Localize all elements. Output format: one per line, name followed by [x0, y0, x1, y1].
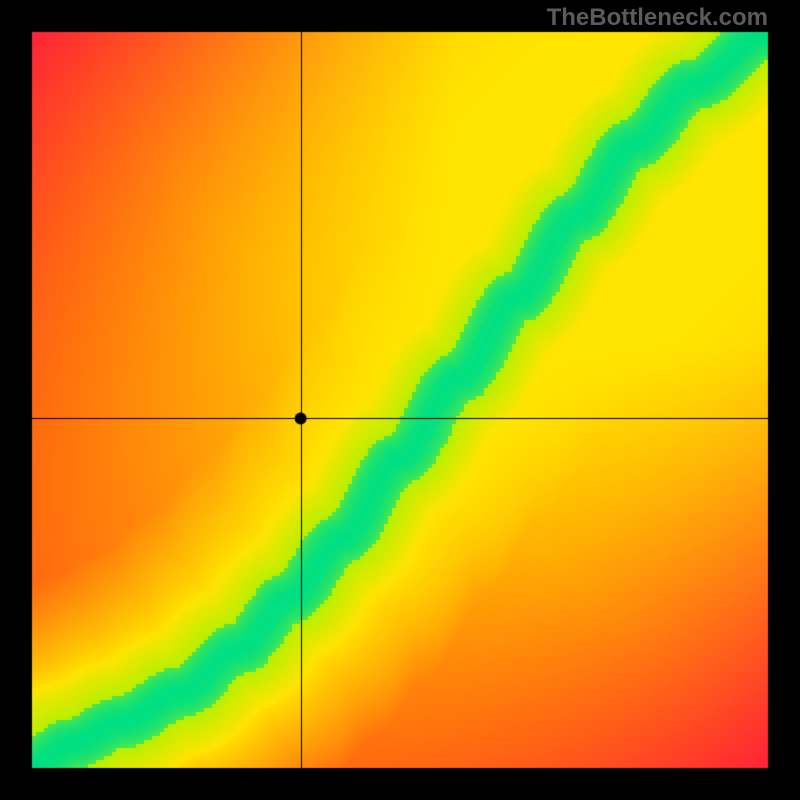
watermark-text: TheBottleneck.com: [547, 4, 768, 32]
bottleneck-heatmap: [0, 0, 800, 800]
chart-container: TheBottleneck.com: [0, 0, 800, 800]
